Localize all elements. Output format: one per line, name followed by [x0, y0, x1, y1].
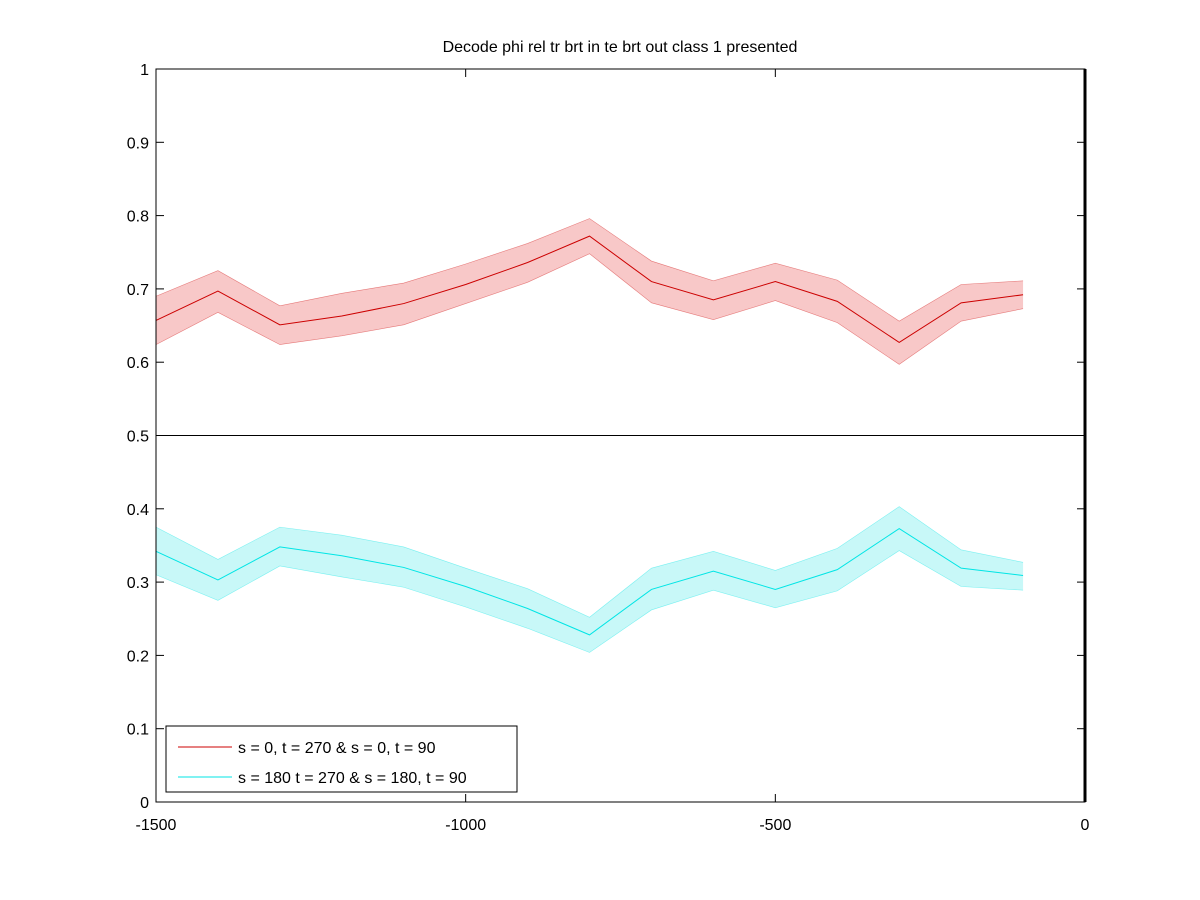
x-axis: -1500 -1000 -500 0 — [136, 69, 1090, 834]
y-tick-label: 0.3 — [127, 575, 149, 592]
y-tick-label: 0.6 — [127, 355, 149, 372]
y-axis: 0 0.1 0.2 0.3 0.4 0.5 0.6 0.7 0.8 0.9 1 — [127, 62, 1085, 812]
legend-label-2: s = 180 t = 270 & s = 180, t = 90 — [238, 770, 467, 787]
legend-label-1: s = 0, t = 270 & s = 0, t = 90 — [238, 740, 436, 757]
y-tick-label: 0.8 — [127, 209, 149, 226]
series-1-line — [155, 235, 1024, 344]
y-tick-label: 0.1 — [127, 722, 149, 739]
x-tick-label: -1000 — [445, 817, 486, 834]
x-tick-label: -1500 — [136, 817, 177, 834]
x-tick-label: 0 — [1081, 817, 1090, 834]
series-1-upper-bound — [155, 218, 1024, 322]
confidence-bands — [155, 218, 1024, 653]
y-tick-label: 0.9 — [127, 135, 149, 152]
y-tick-label: 0.5 — [127, 429, 149, 446]
series-2-lower-bound — [155, 550, 1024, 653]
series-1-band — [156, 218, 1024, 365]
legend-box — [165, 725, 518, 793]
chart-title: Decode phi rel tr brt in te brt out clas… — [443, 39, 798, 56]
x-tick-label: -500 — [759, 817, 791, 834]
y-tick-label: 0.7 — [127, 282, 149, 299]
series-1-lower-bound — [155, 253, 1024, 365]
y-tick-label: 0.2 — [127, 648, 149, 665]
series-2-upper-bound — [155, 506, 1024, 618]
series-2-line — [155, 527, 1024, 636]
series-lines — [155, 235, 1024, 636]
y-tick-label: 0.4 — [127, 502, 149, 519]
legend: s = 0, t = 270 & s = 0, t = 90 s = 180 t … — [165, 725, 518, 793]
series-2-band — [156, 506, 1024, 653]
y-tick-label: 0 — [140, 795, 149, 812]
y-tick-label: 1 — [140, 62, 149, 79]
